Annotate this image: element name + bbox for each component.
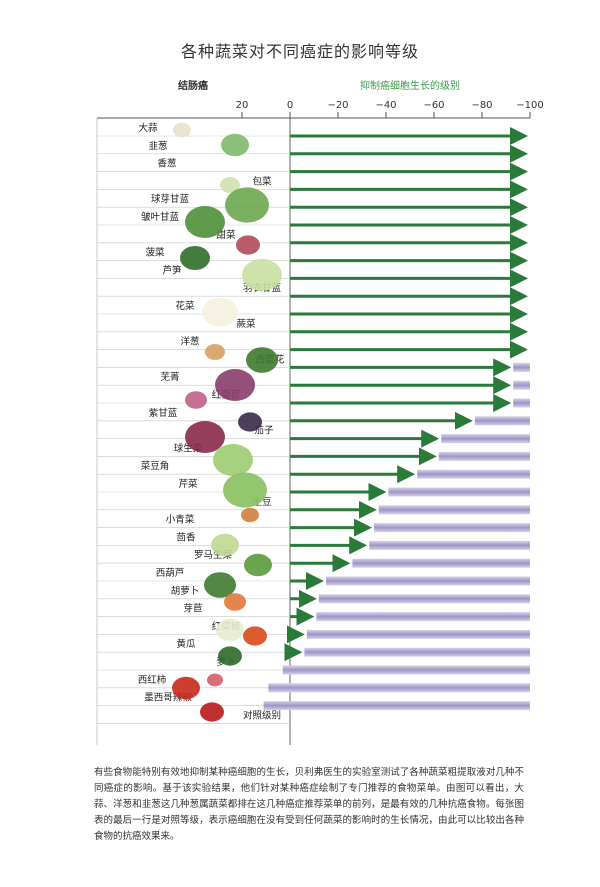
vegetable-illustration [213, 444, 253, 476]
category-label: 香葱 [157, 158, 176, 170]
control-bar [318, 594, 530, 604]
vegetable-illustration [218, 646, 242, 666]
category-label: 菜豆角 [141, 460, 170, 472]
control-bar [326, 576, 530, 586]
vegetable-illustration [221, 133, 249, 157]
category-label: 西葫芦 [156, 567, 185, 579]
category-label: 芽苣 [183, 603, 202, 615]
vegetable-illustration [236, 235, 260, 255]
category-label: 茴香 [176, 532, 196, 543]
category-label: 包菜 [252, 175, 272, 187]
vegetable-illustration [185, 206, 225, 238]
control-bar [316, 612, 530, 622]
vegetable-illustration [223, 472, 267, 508]
category-label: 洋葱 [180, 336, 199, 348]
category-label: 球芽甘蓝 [151, 193, 190, 205]
tick-label: 20 [236, 100, 249, 111]
tick-label: −100 [516, 100, 543, 111]
category-label: 韭葱 [148, 140, 167, 152]
vegetable-illustration [172, 676, 200, 700]
vegetable-illustration [238, 412, 262, 432]
caption: 有些食物能特别有效地抑制某种癌细胞的生长，贝利弗医生的实验室测试了各种蔬菜粗提取… [94, 767, 524, 842]
tick-label: −40 [375, 100, 396, 111]
tick-label: −20 [327, 100, 348, 111]
tick-label: −80 [471, 100, 492, 111]
vegetable-illustration [242, 259, 282, 291]
control-bar [304, 647, 530, 657]
control-bar [268, 683, 530, 693]
category-label: 胡萝卜 [171, 585, 200, 597]
category-label: 西红柿 [138, 674, 167, 686]
control-bar [513, 362, 530, 372]
right-header: 抑制癌细胞生长的级别 [360, 79, 460, 92]
vegetable-illustration [243, 626, 267, 646]
category-label: 对照级别 [243, 709, 281, 721]
category-label: 黄瓜 [176, 638, 196, 650]
vegetable-illustration [204, 572, 236, 598]
category-label: 小青菜 [166, 514, 195, 526]
control-bar [306, 629, 530, 639]
control-bar [474, 416, 530, 426]
vegetable-illustration [215, 369, 255, 401]
vegetable-illustration [241, 507, 259, 523]
left-header: 结肠癌 [178, 79, 208, 92]
bar-chart: 结肠癌 抑制癌细胞生长的级别 20 0 −20 −40 −60 −80 −100 大蒜韭葱香葱包菜… [96, 79, 544, 745]
vegetable-illustration [200, 702, 224, 722]
control-bar [263, 701, 530, 711]
category-label: 皱叶甘蓝 [141, 211, 180, 223]
vegetable-illustration [244, 553, 272, 577]
vegetable-illustration [185, 421, 225, 453]
category-label: 紫甘蓝 [149, 407, 178, 419]
control-bar [369, 540, 530, 550]
control-bar [438, 451, 530, 461]
chart-title: 各种蔬菜对不同癌症的影响等级 [180, 42, 419, 61]
vegetable-illustration [185, 391, 207, 409]
control-bar [441, 434, 530, 444]
control-bar [378, 505, 530, 515]
control-bar [282, 665, 530, 675]
control-bar [352, 558, 530, 568]
control-bar [417, 469, 530, 479]
vegetable-illustration [224, 593, 246, 611]
vegetable-illustration [220, 177, 240, 193]
vegetable-illustration [202, 297, 238, 327]
vegetable-illustration [207, 673, 223, 687]
category-label: 芹菜 [178, 478, 198, 490]
control-bar [513, 380, 530, 390]
tick-label: −60 [423, 100, 444, 111]
control-bar [513, 398, 530, 408]
control-bar [374, 523, 530, 533]
vegetable-illustration [216, 618, 244, 642]
category-label: 菠菜 [145, 247, 165, 259]
vegetable-illustration [173, 122, 191, 138]
control-bar [388, 487, 530, 497]
category-label: 大蒜 [138, 122, 158, 134]
category-label: 蕨菜 [236, 318, 256, 330]
category-label: 花菜 [175, 300, 195, 312]
category-label: 甜菜 [216, 229, 236, 241]
tick-label: 0 [287, 100, 293, 111]
vegetable-illustration [225, 187, 269, 223]
vegetable-illustration [211, 533, 239, 557]
category-label: 芜菁 [160, 371, 179, 383]
vegetable-illustration [205, 344, 225, 360]
category-label: 芦笋 [162, 264, 182, 276]
vegetable-illustration [180, 246, 210, 270]
vegetable-illustration [246, 347, 278, 373]
